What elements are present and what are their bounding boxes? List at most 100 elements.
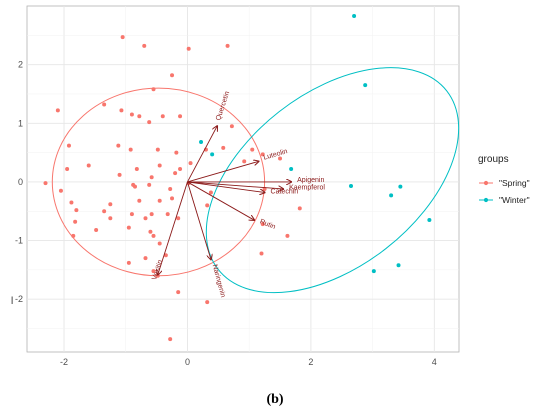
point-spring xyxy=(133,184,137,189)
y-tick-label: 0 xyxy=(18,177,23,187)
point-spring xyxy=(86,163,91,168)
point-spring xyxy=(126,225,131,230)
x-tick-label: 4 xyxy=(432,357,437,367)
legend-entry-spring: "Spring" xyxy=(479,178,530,188)
point-spring xyxy=(137,114,142,119)
point-spring xyxy=(157,163,162,168)
legend: groups "Spring" "Winter" xyxy=(478,154,530,205)
y-tick-label: -2 xyxy=(15,294,23,304)
point-spring xyxy=(117,172,122,177)
point-spring xyxy=(134,167,139,172)
point-spring xyxy=(129,112,134,117)
point-winter xyxy=(363,83,368,88)
point-spring xyxy=(128,147,133,152)
point-spring xyxy=(65,167,70,172)
point-spring xyxy=(225,43,230,48)
point-spring xyxy=(147,182,152,187)
point-spring xyxy=(278,156,283,161)
point-spring xyxy=(120,35,125,40)
loading-vectors: QuercetinLuteolinApigeninKaempferolCatec… xyxy=(151,90,325,298)
vector-luteolin xyxy=(187,161,258,183)
point-winter xyxy=(199,140,204,145)
point-spring xyxy=(69,200,74,205)
axis-tick-labels: -2 0 2 4 -2 -1 0 1 2 xyxy=(15,60,437,367)
vector-kaempferol xyxy=(187,181,283,189)
point-spring xyxy=(176,290,181,295)
x-tick-label: -2 xyxy=(60,357,68,367)
y-tick-label: 1 xyxy=(18,118,23,128)
point-spring xyxy=(148,229,153,234)
vector-naringenin xyxy=(187,181,210,259)
point-spring xyxy=(208,190,213,195)
point-spring xyxy=(176,216,181,221)
point-spring xyxy=(259,251,264,256)
point-spring xyxy=(43,181,48,186)
point-winter xyxy=(371,269,376,274)
point-spring xyxy=(170,196,175,201)
point-winter xyxy=(210,152,215,157)
point-winter xyxy=(396,263,401,268)
point-spring xyxy=(119,108,124,113)
point-spring xyxy=(151,233,156,238)
vector-label-apigenin: Apigenin xyxy=(297,177,324,184)
vector-vexitin xyxy=(158,181,188,275)
point-spring xyxy=(151,87,156,92)
point-spring xyxy=(147,120,152,125)
point-spring xyxy=(170,73,175,78)
point-spring xyxy=(260,222,265,227)
point-spring xyxy=(66,143,71,148)
point-spring xyxy=(143,216,148,221)
point-spring xyxy=(178,114,183,119)
point-spring xyxy=(205,300,210,305)
point-spring xyxy=(205,203,210,208)
point-spring xyxy=(102,209,107,214)
point-spring xyxy=(221,145,226,150)
legend-label-winter: "Winter" xyxy=(499,195,530,205)
point-spring xyxy=(73,219,78,224)
point-spring xyxy=(126,260,131,265)
point-spring xyxy=(157,198,162,203)
point-spring xyxy=(173,171,178,176)
legend-label-spring: "Spring" xyxy=(499,178,530,188)
figure-caption: (b) xyxy=(266,392,284,407)
vector-quercetin xyxy=(187,126,217,183)
point-winter xyxy=(289,167,294,172)
point-spring xyxy=(160,114,165,119)
point-spring xyxy=(71,233,76,238)
point-spring xyxy=(285,233,290,238)
legend-entry-winter: "Winter" xyxy=(479,195,530,205)
point-spring xyxy=(188,161,193,166)
point-spring xyxy=(74,208,79,213)
point-spring xyxy=(168,337,173,342)
vector-rutin xyxy=(187,181,254,220)
point-spring xyxy=(108,216,113,221)
y-tick-label: -1 xyxy=(15,236,23,246)
pca-biplot: QuercetinLuteolinApigeninKaempferolCatec… xyxy=(11,5,530,367)
point-spring xyxy=(151,269,156,274)
point-winter xyxy=(398,184,403,189)
point-spring xyxy=(186,46,191,51)
point-spring xyxy=(116,143,121,148)
ellipse-winter xyxy=(205,67,460,294)
point-spring xyxy=(168,186,173,191)
vector-label-kaempferol: Kaempferol xyxy=(289,184,325,191)
y-axis-title: l xyxy=(11,296,13,307)
point-spring xyxy=(260,152,265,157)
point-spring xyxy=(149,212,154,217)
point-spring xyxy=(142,43,147,48)
point-spring xyxy=(163,253,168,258)
point-winter xyxy=(427,218,432,223)
point-spring xyxy=(94,228,99,233)
point-spring xyxy=(143,256,148,261)
plot-panel xyxy=(26,5,460,353)
point-spring xyxy=(102,102,107,107)
x-tick-label: 2 xyxy=(308,357,313,367)
score-points xyxy=(43,13,432,342)
legend-key-dot-spring xyxy=(483,180,489,186)
vector-label-catechin: Catechin xyxy=(271,188,299,195)
point-winter xyxy=(352,13,357,18)
point-spring xyxy=(242,159,247,164)
point-spring xyxy=(174,150,179,155)
point-spring xyxy=(129,212,134,217)
point-spring xyxy=(250,147,255,152)
